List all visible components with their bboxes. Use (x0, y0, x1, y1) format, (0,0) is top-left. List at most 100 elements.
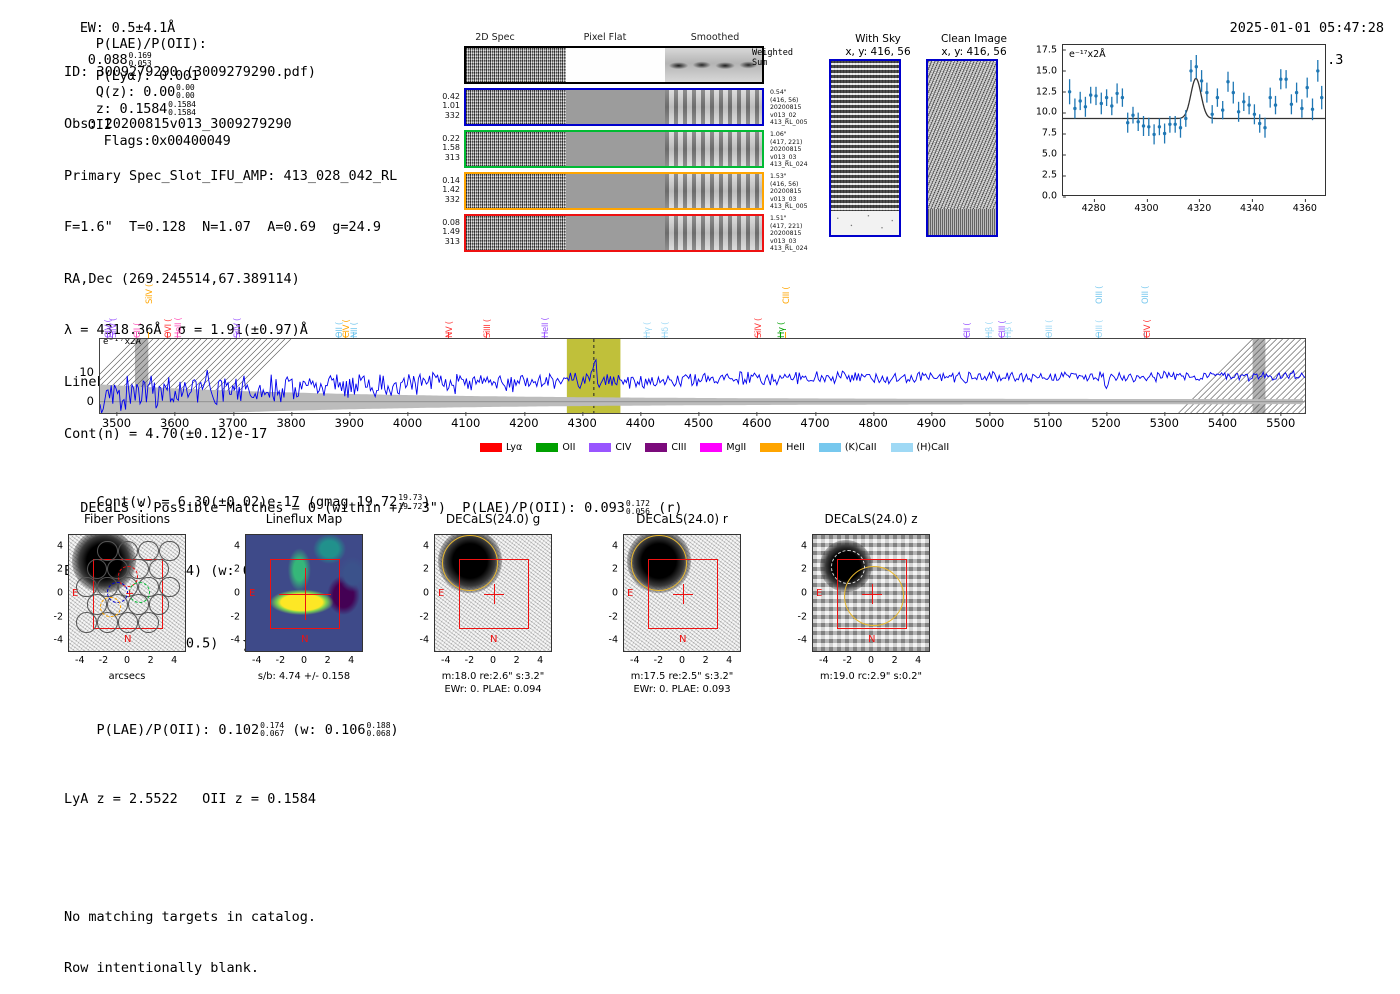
spectrum-line-label: SiIV ( (144, 270, 154, 304)
decals-xtick: 0 (679, 655, 685, 666)
compass-north-label: N (490, 634, 497, 645)
decals-xtick: 4 (726, 655, 732, 666)
decals-xtick: -4 (630, 655, 639, 666)
spectrum-line-label: CIII ( (781, 270, 791, 304)
spectrum-xtick: 4800 (859, 416, 888, 430)
spectrum-legend-item: MgII (700, 442, 746, 453)
decals-xtick: 2 (514, 655, 520, 666)
spec2d-col-title-2dspec: 2D Spec (440, 32, 550, 43)
spectrum-legend-swatch (645, 443, 667, 452)
fiber-circle[interactable] (159, 541, 180, 562)
zoom-ytick: 10.0 (1036, 107, 1062, 118)
decals-ytick: 0 (57, 588, 66, 599)
spectrum-line-label: Hγ ( (642, 304, 652, 338)
footer-note: No matching targets in catalog. Row inte… (64, 875, 316, 994)
decals-xtick: -4 (252, 655, 261, 666)
fiber4-left-1: 1.49 (434, 227, 460, 236)
compass-east-label: E (627, 588, 633, 599)
fiber1-2dspec (466, 90, 566, 124)
decals-ytick: -2 (54, 611, 66, 622)
fiber-circle[interactable] (159, 577, 180, 598)
spectrum-xtick: 4500 (684, 416, 713, 430)
decals-xtick: 2 (325, 655, 331, 666)
target-crosshair-v (494, 584, 495, 604)
decals-xtick: 0 (490, 655, 496, 666)
weighted-sum-label: Weighted Sum (752, 48, 793, 68)
decals-panel-caption-2: EWr: 0. PLAE: 0.094 (403, 683, 583, 696)
spectrum-svg (100, 339, 1305, 413)
spectrum-xtick: 5100 (1033, 416, 1062, 430)
decals-xtick: 4 (915, 655, 921, 666)
footer-line-2: Row intentionally blank. (64, 960, 316, 977)
decals-xtick: -2 (465, 655, 474, 666)
decals-ytick: -4 (420, 635, 432, 646)
decals-panel-xlabel: s/b: 4.74 +/- 0.158 (214, 670, 394, 683)
decals-panel-caption-1: m:17.5 re:2.5" s:3.2" (592, 670, 772, 683)
decals-ytick: 2 (801, 564, 810, 575)
decals-xtick: -2 (276, 655, 285, 666)
decals-ytick: 0 (612, 588, 621, 599)
line-zoom-plot-frame: e⁻¹⁷x2Å (1062, 44, 1326, 196)
spectrum-line-label: NII ( (349, 304, 359, 338)
spectrum-legend-item: CIII (645, 442, 686, 453)
spectrum-legend-label: MgII (726, 442, 746, 453)
decals-ytick: 0 (423, 588, 432, 599)
spectrum-line-label: Hδ ( (660, 304, 670, 338)
fiber3-right-4: 413_RL_005 (770, 203, 808, 211)
decals-xtick: -4 (441, 655, 450, 666)
spectrum-legend-item: OII (536, 442, 575, 453)
with-sky-cutout (829, 59, 901, 237)
decals-ytick: 4 (423, 540, 432, 551)
decals-xtick: -4 (819, 655, 828, 666)
decals-ytick: -2 (231, 611, 243, 622)
decals-xtick: 0 (124, 655, 130, 666)
zoom-xtick: 4300 (1134, 203, 1158, 214)
zoom-xtick: 4360 (1293, 203, 1317, 214)
spectrum-line-label: Hβ ( (1003, 304, 1013, 338)
spectrum-xtick: 3500 (102, 416, 131, 430)
fiber-circle[interactable] (97, 541, 118, 562)
fiber2-left-2: 313 (434, 153, 460, 162)
fiber2-right-0: 1.06" (770, 131, 808, 139)
spectrum-xtick: 4600 (742, 416, 771, 430)
decals-panel-caption-1: m:18.0 re:2.6" s:3.2" (403, 670, 583, 683)
compass-east-label: E (816, 588, 822, 599)
summary-plae-lo: 0.067 (260, 729, 284, 738)
spectrum-xtick: 3900 (335, 416, 364, 430)
weighted-pixelflat-image (566, 48, 664, 82)
compass-north-label: N (301, 634, 308, 645)
spectrum-legend-swatch (536, 443, 558, 452)
decals-xtick: 0 (868, 655, 874, 666)
fiber4-left-0: 0.08 (434, 218, 460, 227)
fiber-circle-highlighted-4[interactable] (100, 597, 121, 618)
decals-ytick: 2 (57, 564, 66, 575)
spectrum-line-label: OIII ( (1044, 304, 1054, 338)
summary-plae-w-lo: 0.068 (366, 729, 390, 738)
spectrum-legend-item: Lyα (480, 442, 522, 453)
with-sky-lower-region (831, 211, 899, 235)
target-marker: + (125, 587, 134, 600)
spectrum-line-label: SiIII ( (482, 304, 492, 338)
spectrum-xtick: 4200 (509, 416, 538, 430)
spectrum-xtick: 5500 (1266, 416, 1295, 430)
decals-ytick: 4 (801, 540, 810, 551)
summary-seeing: F=1.6" T=0.128 N=1.07 A=0.69 g=24.9 (64, 219, 430, 236)
fiber-strip-1-right-labels: 0.54" (416, 56) 20200815 v013_02 413_RL_… (770, 89, 808, 127)
fiber3-left-1: 1.42 (434, 185, 460, 194)
fiber-strip-2-left-labels: 0.22 1.58 313 (434, 134, 460, 162)
zoom-ytick: 2.5 (1042, 170, 1062, 181)
decals-ytick: 4 (234, 540, 243, 551)
fiber-circle[interactable] (76, 577, 97, 598)
with-sky-image (831, 61, 899, 235)
decals-ytick: 4 (612, 540, 621, 551)
spectrum-legend-item: (K)CaII (819, 442, 877, 453)
fiber-strip-2 (464, 130, 764, 168)
spectrum-legend-swatch (480, 443, 502, 452)
